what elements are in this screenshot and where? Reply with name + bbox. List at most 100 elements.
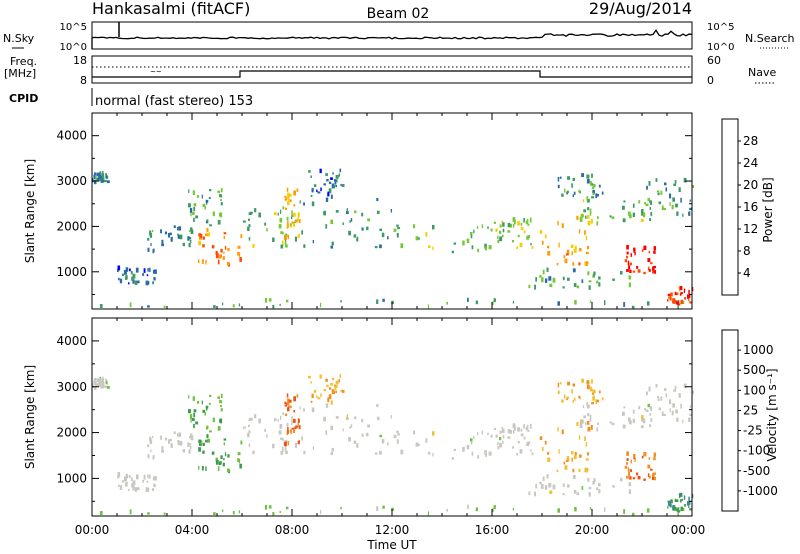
- velocity-cell: [648, 457, 651, 460]
- velocity-cell: [289, 405, 292, 408]
- velocity-cell: [675, 499, 679, 502]
- power-cell: [579, 190, 581, 194]
- velocity-cell: [105, 381, 108, 385]
- power-cell: [282, 232, 284, 235]
- power-cell: [589, 210, 592, 216]
- power-cell: [481, 224, 484, 229]
- power-cell: [325, 173, 328, 177]
- power-cell: [327, 191, 330, 197]
- power-cell: [626, 251, 629, 255]
- velocity-cell: [220, 405, 222, 408]
- velocity-cell: [242, 426, 246, 429]
- velocity-cell: [190, 418, 192, 423]
- power-cell: [131, 276, 134, 281]
- velocity-cell: [189, 435, 191, 439]
- velocity-cell: [646, 508, 650, 513]
- power-cell: [382, 298, 385, 302]
- velocity-cell: [284, 404, 287, 407]
- power-cell: [571, 183, 573, 188]
- power-cell: [572, 268, 576, 273]
- velocity-cell: [609, 421, 612, 424]
- velocity-cell: [211, 451, 215, 455]
- power-cell: [135, 267, 139, 273]
- power-cell: [289, 223, 292, 226]
- power-cell: [238, 303, 241, 307]
- velocity-cell: [209, 394, 212, 397]
- velocity-cell: [688, 418, 690, 422]
- power-cell: [628, 275, 632, 280]
- power-cell: [598, 184, 601, 188]
- velocity-cell: [649, 424, 652, 428]
- power-cell: [200, 233, 203, 238]
- velocity-cell: [546, 474, 549, 479]
- x-tick-label: 00:00: [75, 523, 110, 537]
- velocity-cell: [497, 446, 500, 450]
- power-cell: [584, 261, 586, 266]
- power-cell: [335, 174, 339, 179]
- power-cell: [627, 260, 630, 266]
- velocity-cell: [415, 442, 419, 447]
- velocity-cell: [660, 396, 663, 401]
- velocity-cell: [361, 433, 364, 437]
- velocity-cell: [379, 450, 382, 455]
- power-cell: [100, 178, 104, 183]
- power-cell: [680, 292, 683, 295]
- velocity-cell: [561, 429, 564, 435]
- velocity-cell: [481, 430, 484, 435]
- power-cell: [117, 265, 121, 271]
- power-cell: [294, 236, 297, 242]
- velocity-cell: [192, 417, 195, 421]
- power-cell: [328, 181, 332, 184]
- velocity-cell: [612, 485, 615, 488]
- power-cell: [587, 215, 590, 219]
- velocity-cell: [552, 484, 556, 490]
- power-cell: [348, 230, 351, 236]
- power-cell: [561, 223, 564, 228]
- power-cell: [507, 222, 511, 228]
- power-cell: [502, 222, 505, 227]
- velocity-cell: [294, 442, 297, 448]
- velocity-cell: [376, 506, 379, 511]
- velocity-cell: [499, 430, 502, 434]
- power-cell: [317, 191, 321, 194]
- power-cell: [193, 217, 195, 222]
- power-cell: [280, 244, 284, 249]
- power-cell: [391, 300, 394, 305]
- velocity-cell: [649, 413, 651, 416]
- power-cell: [638, 200, 641, 204]
- velocity-cell: [170, 443, 173, 448]
- power-cell: [161, 243, 164, 247]
- power-cell: [629, 262, 632, 266]
- power-cell: [287, 200, 290, 203]
- velocity-cell: [650, 468, 653, 471]
- power-cell: [297, 212, 300, 217]
- colorbar-tick-label: 20: [743, 178, 758, 192]
- power-cell: [150, 243, 152, 247]
- power-cell: [516, 246, 518, 250]
- velocity-cell: [628, 489, 631, 494]
- power-cell: [202, 203, 206, 207]
- colorbar-tick-label: 4: [743, 266, 751, 280]
- power-cell: [591, 182, 593, 186]
- power-cell: [396, 233, 399, 238]
- velocity-cell: [339, 374, 342, 378]
- velocity-cell: [227, 468, 230, 472]
- velocity-cell: [559, 382, 562, 385]
- velocity-cell: [335, 380, 339, 385]
- velocity-cell: [544, 440, 547, 445]
- power-cell: [649, 200, 652, 203]
- velocity-cell: [193, 409, 197, 413]
- power-cell: [689, 199, 691, 202]
- velocity-cell: [223, 458, 225, 461]
- power-cell: [204, 205, 206, 210]
- velocity-cell: [335, 416, 339, 419]
- power-cell: [653, 246, 656, 251]
- colorbar-frame: [721, 329, 739, 512]
- velocity-cell: [413, 430, 416, 435]
- power-cell: [526, 236, 530, 240]
- noise-panel-frame: [91, 21, 693, 50]
- y-tick-label: 3000: [56, 380, 87, 394]
- power-cell: [585, 251, 589, 255]
- power-cell: [278, 224, 282, 229]
- power-cell: [325, 197, 329, 202]
